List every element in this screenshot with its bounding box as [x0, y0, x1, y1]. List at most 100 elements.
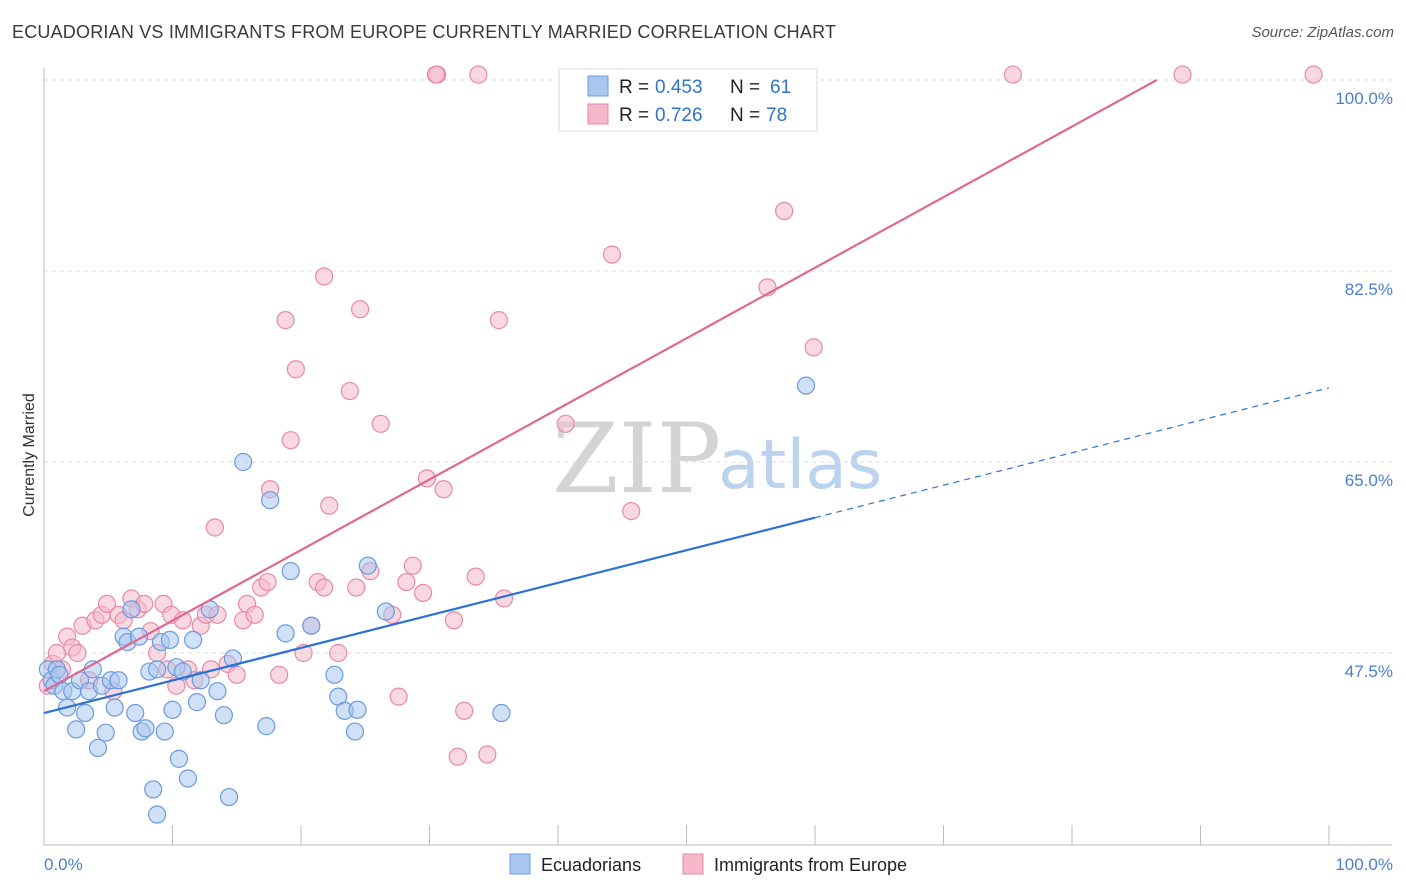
europe-point-36 — [245, 605, 264, 624]
y-tick-label-2: 82.5% — [1345, 280, 1393, 299]
europe-point-71 — [602, 245, 622, 264]
legend: R = 0.453 N = 61 R = 0.726 N = 78 — [558, 68, 818, 132]
legend-swatch-europe — [587, 103, 609, 125]
y-tick-label-0: 47.5% — [1345, 662, 1393, 681]
watermark-atlas: atlas — [718, 426, 882, 505]
europe-point-62 — [434, 480, 453, 499]
bottom-legend-swatch-ecuadorians — [509, 853, 531, 875]
europe-point-59 — [413, 583, 433, 603]
europe-point-51 — [347, 578, 366, 597]
legend-n-value-1: 61 — [770, 77, 791, 98]
ecuadorian-point-33 — [163, 700, 182, 719]
legend-swatch-ecuadorians — [587, 75, 609, 97]
europe-point-54 — [371, 414, 390, 433]
ecuadorian-point-47 — [257, 717, 276, 736]
y-axis-label: Currently Married — [21, 393, 38, 517]
y-tick-label-3: 100.0% — [1335, 89, 1393, 108]
europe-point-65 — [455, 701, 474, 720]
europe-point-43 — [286, 360, 305, 379]
europe-point-31 — [205, 518, 225, 537]
x-tick-max: 100.0% — [1335, 855, 1393, 874]
ecuadorian-point-44 — [219, 787, 239, 807]
y-tick-label-1: 65.0% — [1345, 471, 1393, 490]
ecuadorian-point-32 — [160, 630, 180, 650]
europe-point-66 — [466, 567, 485, 586]
europe-point-68 — [489, 311, 508, 330]
ecuadorian-point-28 — [147, 805, 167, 824]
ecuadorian-point-31 — [155, 722, 174, 741]
ecuadorian-point-18 — [109, 671, 128, 690]
ecuadorian-point-49 — [276, 624, 295, 643]
europe-point-81 — [469, 65, 488, 84]
europe-point-77 — [1173, 65, 1192, 84]
grid — [44, 79, 1392, 654]
ecuadorian-point-8 — [67, 720, 86, 739]
bottom-legend-ecuadorians: Ecuadorians — [541, 855, 641, 875]
ecuadorian-point-37 — [178, 769, 198, 788]
europe-point-67 — [478, 745, 497, 764]
axes — [43, 68, 1392, 846]
europe-point-64 — [448, 747, 467, 766]
ecuadorian-point-40 — [191, 671, 210, 690]
europe-point-58 — [403, 556, 422, 575]
ecuadorian-point-58 — [376, 602, 395, 621]
ecuadorian-point-57 — [358, 556, 377, 575]
europe-point-11 — [97, 594, 117, 613]
ecuadorian-point-10 — [76, 703, 95, 723]
europe-point-50 — [340, 381, 359, 401]
europe-point-70 — [556, 414, 575, 433]
ecuadorian-point-25 — [136, 719, 155, 738]
ecuadorian-point-22 — [126, 703, 145, 723]
ecuadorian-point-38 — [183, 630, 203, 650]
legend-n-label-1: N = — [730, 77, 760, 98]
legend-r-label-2: R = — [619, 105, 649, 126]
ecuadorian-point-13 — [88, 738, 108, 758]
europe-point-52 — [351, 300, 370, 319]
europe-point-57 — [397, 572, 416, 592]
trend-lines — [43, 79, 1330, 715]
legend-n-label-2: N = — [730, 105, 760, 126]
bottom-legend: Ecuadorians Immigrants from Europe — [509, 853, 907, 875]
ecuadorian-point-15 — [96, 723, 115, 742]
legend-n-value-2: 78 — [766, 105, 787, 126]
europe-point-41 — [276, 311, 295, 330]
europe-point-6 — [68, 643, 87, 663]
europe-point-33 — [227, 665, 246, 684]
chart-title: ECUADORIAN VS IMMIGRANTS FROM EUROPE CUR… — [12, 22, 837, 42]
europe-point-2 — [47, 643, 66, 663]
x-tick-min: 0.0% — [44, 855, 83, 874]
ecuadorian-point-55 — [345, 722, 365, 741]
bottom-legend-europe: Immigrants from Europe — [714, 855, 907, 875]
ecuadorian-point-60 — [796, 376, 816, 395]
ecuadorian-point-27 — [144, 780, 163, 799]
europe-point-76 — [1003, 65, 1022, 84]
ecuadorian-point-52 — [325, 665, 344, 684]
europe-point-56 — [389, 687, 408, 706]
europe-point-80 — [315, 267, 334, 286]
europe-point-72 — [622, 502, 641, 521]
europe-point-49 — [329, 643, 348, 663]
y-tick-labels: 47.5% 65.0% 82.5% 100.0% — [1335, 89, 1393, 681]
europe-point-38 — [258, 572, 277, 592]
ecuadorian-trend-line — [43, 516, 816, 715]
ecuadorian-points — [38, 376, 816, 824]
ecuadorian-point-56 — [348, 700, 367, 719]
europe-point-79 — [1304, 65, 1323, 84]
bottom-legend-swatch-europe — [682, 853, 704, 875]
ecuadorian-point-35 — [169, 749, 189, 768]
watermark-zip: ZIP — [552, 403, 721, 515]
ecuadorian-trend-extension — [814, 387, 1330, 519]
europe-trend-line — [43, 79, 1158, 693]
ecuadorian-point-43 — [214, 706, 233, 725]
ecuadorian-point-48 — [261, 491, 280, 510]
source-label: Source: ZipAtlas.com — [1251, 24, 1394, 41]
watermark: ZIP atlas — [552, 403, 882, 515]
ecuadorian-point-21 — [122, 600, 141, 619]
europe-point-40 — [270, 665, 289, 684]
ecuadorian-point-4 — [50, 665, 69, 684]
ecuadorian-point-50 — [281, 562, 300, 581]
europe-point-48 — [320, 496, 339, 515]
ecuadorian-point-42 — [208, 682, 227, 701]
legend-r-value-2: 0.726 — [655, 105, 703, 126]
